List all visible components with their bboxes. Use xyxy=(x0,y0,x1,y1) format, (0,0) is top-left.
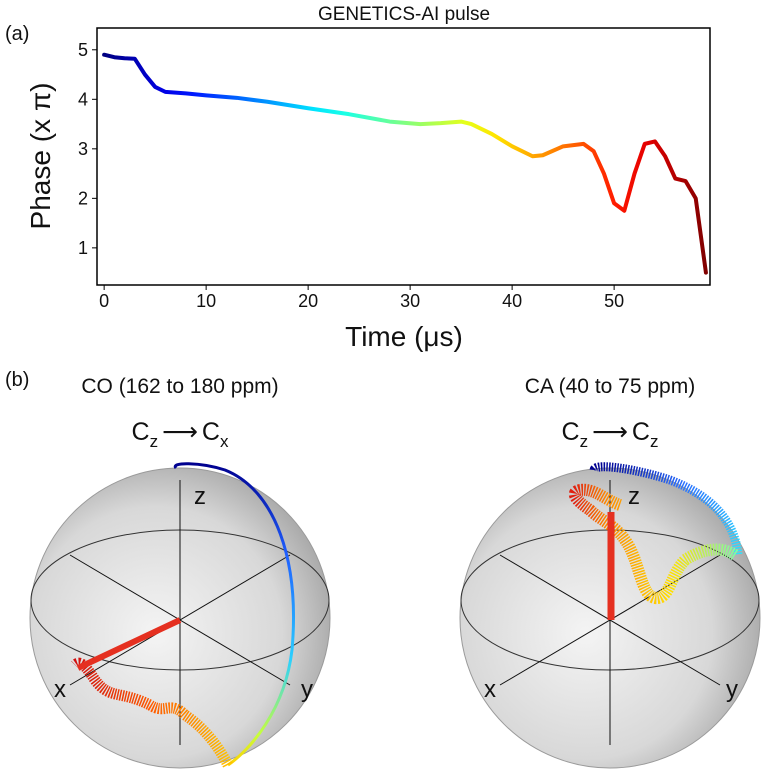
x-tick-label: 10 xyxy=(196,291,216,311)
subscript: z xyxy=(580,432,589,451)
x-tick-label: 0 xyxy=(99,291,109,311)
y-tick-label: 1 xyxy=(78,238,88,258)
transfer-label: Cz ⟶ Cz xyxy=(562,418,659,451)
axis-label: y xyxy=(301,676,313,703)
chart-title: GENETICS-AI pulse xyxy=(318,4,490,25)
y-tick-label: 5 xyxy=(78,40,88,60)
axis-label: x xyxy=(54,676,66,703)
arrow: ⟶ xyxy=(162,418,198,446)
subscript: z xyxy=(650,432,659,451)
sphere-title: CA (40 to 75 ppm) xyxy=(525,375,695,398)
axis-label: z xyxy=(194,483,206,510)
axis-label: y xyxy=(726,676,738,703)
y-tick-label: 4 xyxy=(78,89,88,109)
arrow: ⟶ xyxy=(592,418,628,446)
plot-frame xyxy=(96,27,711,286)
bloch-sphere: CO (162 to 180 ppm) Cz ⟶ Cx z x y xyxy=(29,375,331,769)
symbol: C xyxy=(132,418,150,446)
trajectory xyxy=(568,483,739,604)
x-tick-label: 40 xyxy=(502,291,522,311)
transfer-label: Cz ⟶ Cx xyxy=(132,418,229,451)
bloch-sphere: CA (40 to 75 ppm) Cz ⟶ Cz z x y xyxy=(459,375,761,769)
symbol: C xyxy=(562,418,580,446)
line-chart: GENETICS-AI pulse Time (μs) Phase (x π) … xyxy=(25,4,711,352)
trajectory xyxy=(76,617,182,671)
y-axis-label: Phase (x π) xyxy=(25,83,56,230)
y-tick-label: 2 xyxy=(78,188,88,208)
symbol: C xyxy=(202,418,220,446)
x-axis-label: Time (μs) xyxy=(345,321,463,352)
trajectory xyxy=(589,462,743,556)
sphere-title: CO (162 to 180 ppm) xyxy=(81,375,278,398)
axis-label: z xyxy=(628,483,640,510)
x-tick-label: 50 xyxy=(604,291,624,311)
x-tick-label: 20 xyxy=(298,291,318,311)
axis-label: x xyxy=(484,676,496,703)
x-tick-label: 30 xyxy=(400,291,420,311)
panel-label: (b) xyxy=(5,369,29,391)
panel-label: (a) xyxy=(5,23,29,45)
y-tick-label: 3 xyxy=(78,139,88,159)
trajectory xyxy=(173,462,295,767)
subscript: z xyxy=(150,432,159,451)
symbol: C xyxy=(632,418,650,446)
subscript: x xyxy=(220,432,229,451)
phase-line xyxy=(102,52,708,275)
